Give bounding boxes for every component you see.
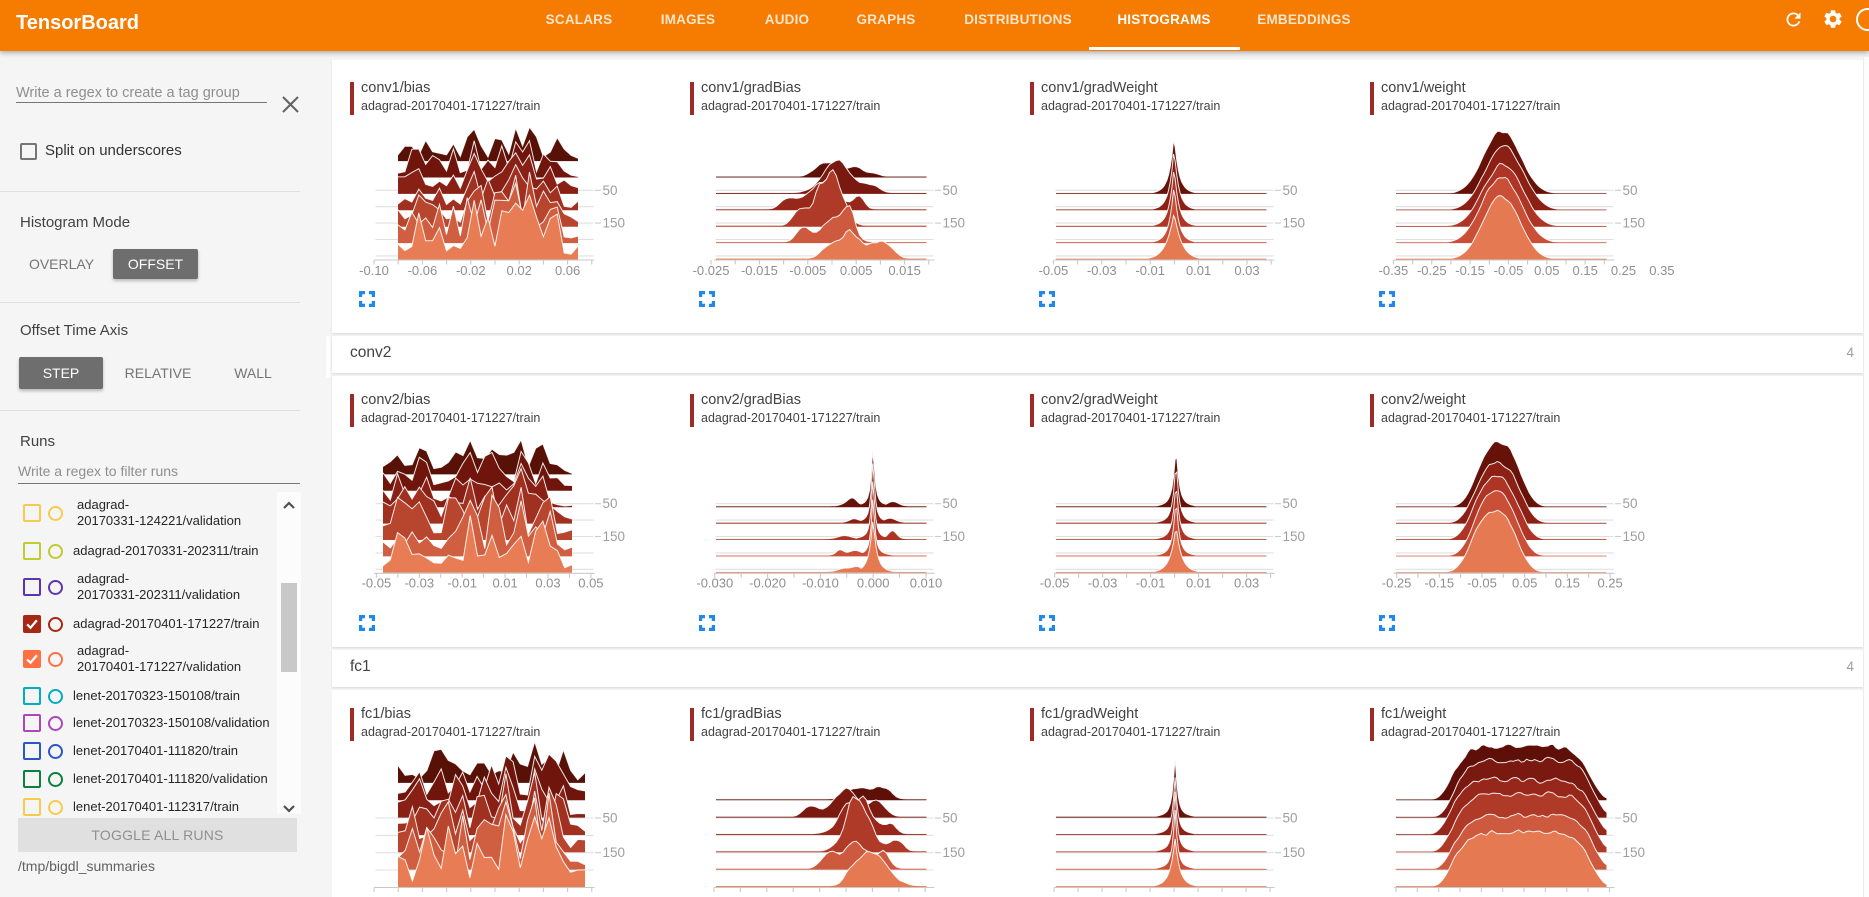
svg-text:0.01: 0.01 bbox=[492, 576, 517, 591]
svg-text:-0.15: -0.15 bbox=[1455, 263, 1485, 278]
svg-text:-0.05: -0.05 bbox=[1494, 263, 1524, 278]
svg-text:-0.05: -0.05 bbox=[362, 576, 392, 591]
svg-text:-0.01: -0.01 bbox=[1135, 263, 1165, 278]
svg-text:50: 50 bbox=[943, 183, 958, 198]
svg-text:0.25: 0.25 bbox=[1611, 263, 1636, 278]
svg-text:50: 50 bbox=[1283, 183, 1298, 198]
svg-text:0.35: 0.35 bbox=[1649, 263, 1674, 278]
svg-text:0.000: 0.000 bbox=[857, 576, 890, 591]
svg-text:0.03: 0.03 bbox=[1234, 263, 1259, 278]
svg-text:50: 50 bbox=[603, 811, 618, 826]
svg-text:0.05: 0.05 bbox=[1534, 263, 1559, 278]
svg-text:150: 150 bbox=[943, 529, 966, 544]
svg-text:50: 50 bbox=[943, 496, 958, 511]
svg-text:150: 150 bbox=[1623, 529, 1646, 544]
svg-text:-0.01: -0.01 bbox=[447, 576, 477, 591]
svg-text:150: 150 bbox=[1623, 216, 1646, 231]
svg-text:150: 150 bbox=[943, 845, 966, 860]
svg-text:-0.025: -0.025 bbox=[693, 263, 730, 278]
svg-text:0.05: 0.05 bbox=[1512, 576, 1537, 591]
svg-text:0.25: 0.25 bbox=[1597, 576, 1622, 591]
svg-text:-0.06: -0.06 bbox=[408, 263, 438, 278]
svg-text:0.010: 0.010 bbox=[910, 576, 943, 591]
svg-text:-0.05: -0.05 bbox=[1040, 576, 1070, 591]
svg-text:150: 150 bbox=[603, 529, 626, 544]
svg-text:50: 50 bbox=[1283, 811, 1298, 826]
svg-text:0.01: 0.01 bbox=[1186, 263, 1211, 278]
svg-text:150: 150 bbox=[1283, 845, 1306, 860]
svg-text:0.05: 0.05 bbox=[578, 576, 603, 591]
svg-text:-0.25: -0.25 bbox=[1417, 263, 1447, 278]
svg-text:-0.020: -0.020 bbox=[749, 576, 786, 591]
svg-text:-0.05: -0.05 bbox=[1039, 263, 1069, 278]
svg-text:-0.015: -0.015 bbox=[741, 263, 778, 278]
svg-text:50: 50 bbox=[603, 496, 618, 511]
svg-text:-0.05: -0.05 bbox=[1467, 576, 1497, 591]
svg-text:150: 150 bbox=[603, 845, 626, 860]
svg-text:50: 50 bbox=[603, 183, 618, 198]
svg-text:0.06: 0.06 bbox=[555, 263, 580, 278]
svg-text:0.015: 0.015 bbox=[888, 263, 921, 278]
svg-text:50: 50 bbox=[1623, 183, 1638, 198]
svg-text:150: 150 bbox=[1623, 845, 1646, 860]
svg-text:0.005: 0.005 bbox=[840, 263, 873, 278]
svg-text:0.01: 0.01 bbox=[1186, 576, 1211, 591]
svg-text:-0.005: -0.005 bbox=[789, 263, 826, 278]
svg-text:-0.02: -0.02 bbox=[456, 263, 486, 278]
svg-text:50: 50 bbox=[1623, 811, 1638, 826]
svg-text:-0.03: -0.03 bbox=[404, 576, 434, 591]
svg-text:0.15: 0.15 bbox=[1573, 263, 1598, 278]
svg-text:150: 150 bbox=[943, 216, 966, 231]
svg-text:-0.35: -0.35 bbox=[1379, 263, 1409, 278]
svg-text:-0.01: -0.01 bbox=[1136, 576, 1166, 591]
svg-text:150: 150 bbox=[603, 216, 626, 231]
svg-text:-0.030: -0.030 bbox=[696, 576, 733, 591]
svg-text:-0.10: -0.10 bbox=[359, 263, 389, 278]
svg-text:0.03: 0.03 bbox=[1234, 576, 1259, 591]
svg-text:-0.03: -0.03 bbox=[1088, 576, 1118, 591]
svg-text:50: 50 bbox=[1283, 496, 1298, 511]
svg-text:-0.03: -0.03 bbox=[1087, 263, 1117, 278]
svg-text:0.15: 0.15 bbox=[1555, 576, 1580, 591]
svg-text:0.02: 0.02 bbox=[507, 263, 532, 278]
svg-text:50: 50 bbox=[1623, 496, 1638, 511]
svg-text:150: 150 bbox=[1283, 216, 1306, 231]
svg-text:50: 50 bbox=[943, 811, 958, 826]
svg-text:-0.15: -0.15 bbox=[1424, 576, 1454, 591]
svg-text:-0.010: -0.010 bbox=[802, 576, 839, 591]
svg-text:150: 150 bbox=[1283, 529, 1306, 544]
svg-text:-0.25: -0.25 bbox=[1382, 576, 1412, 591]
svg-text:0.03: 0.03 bbox=[535, 576, 560, 591]
